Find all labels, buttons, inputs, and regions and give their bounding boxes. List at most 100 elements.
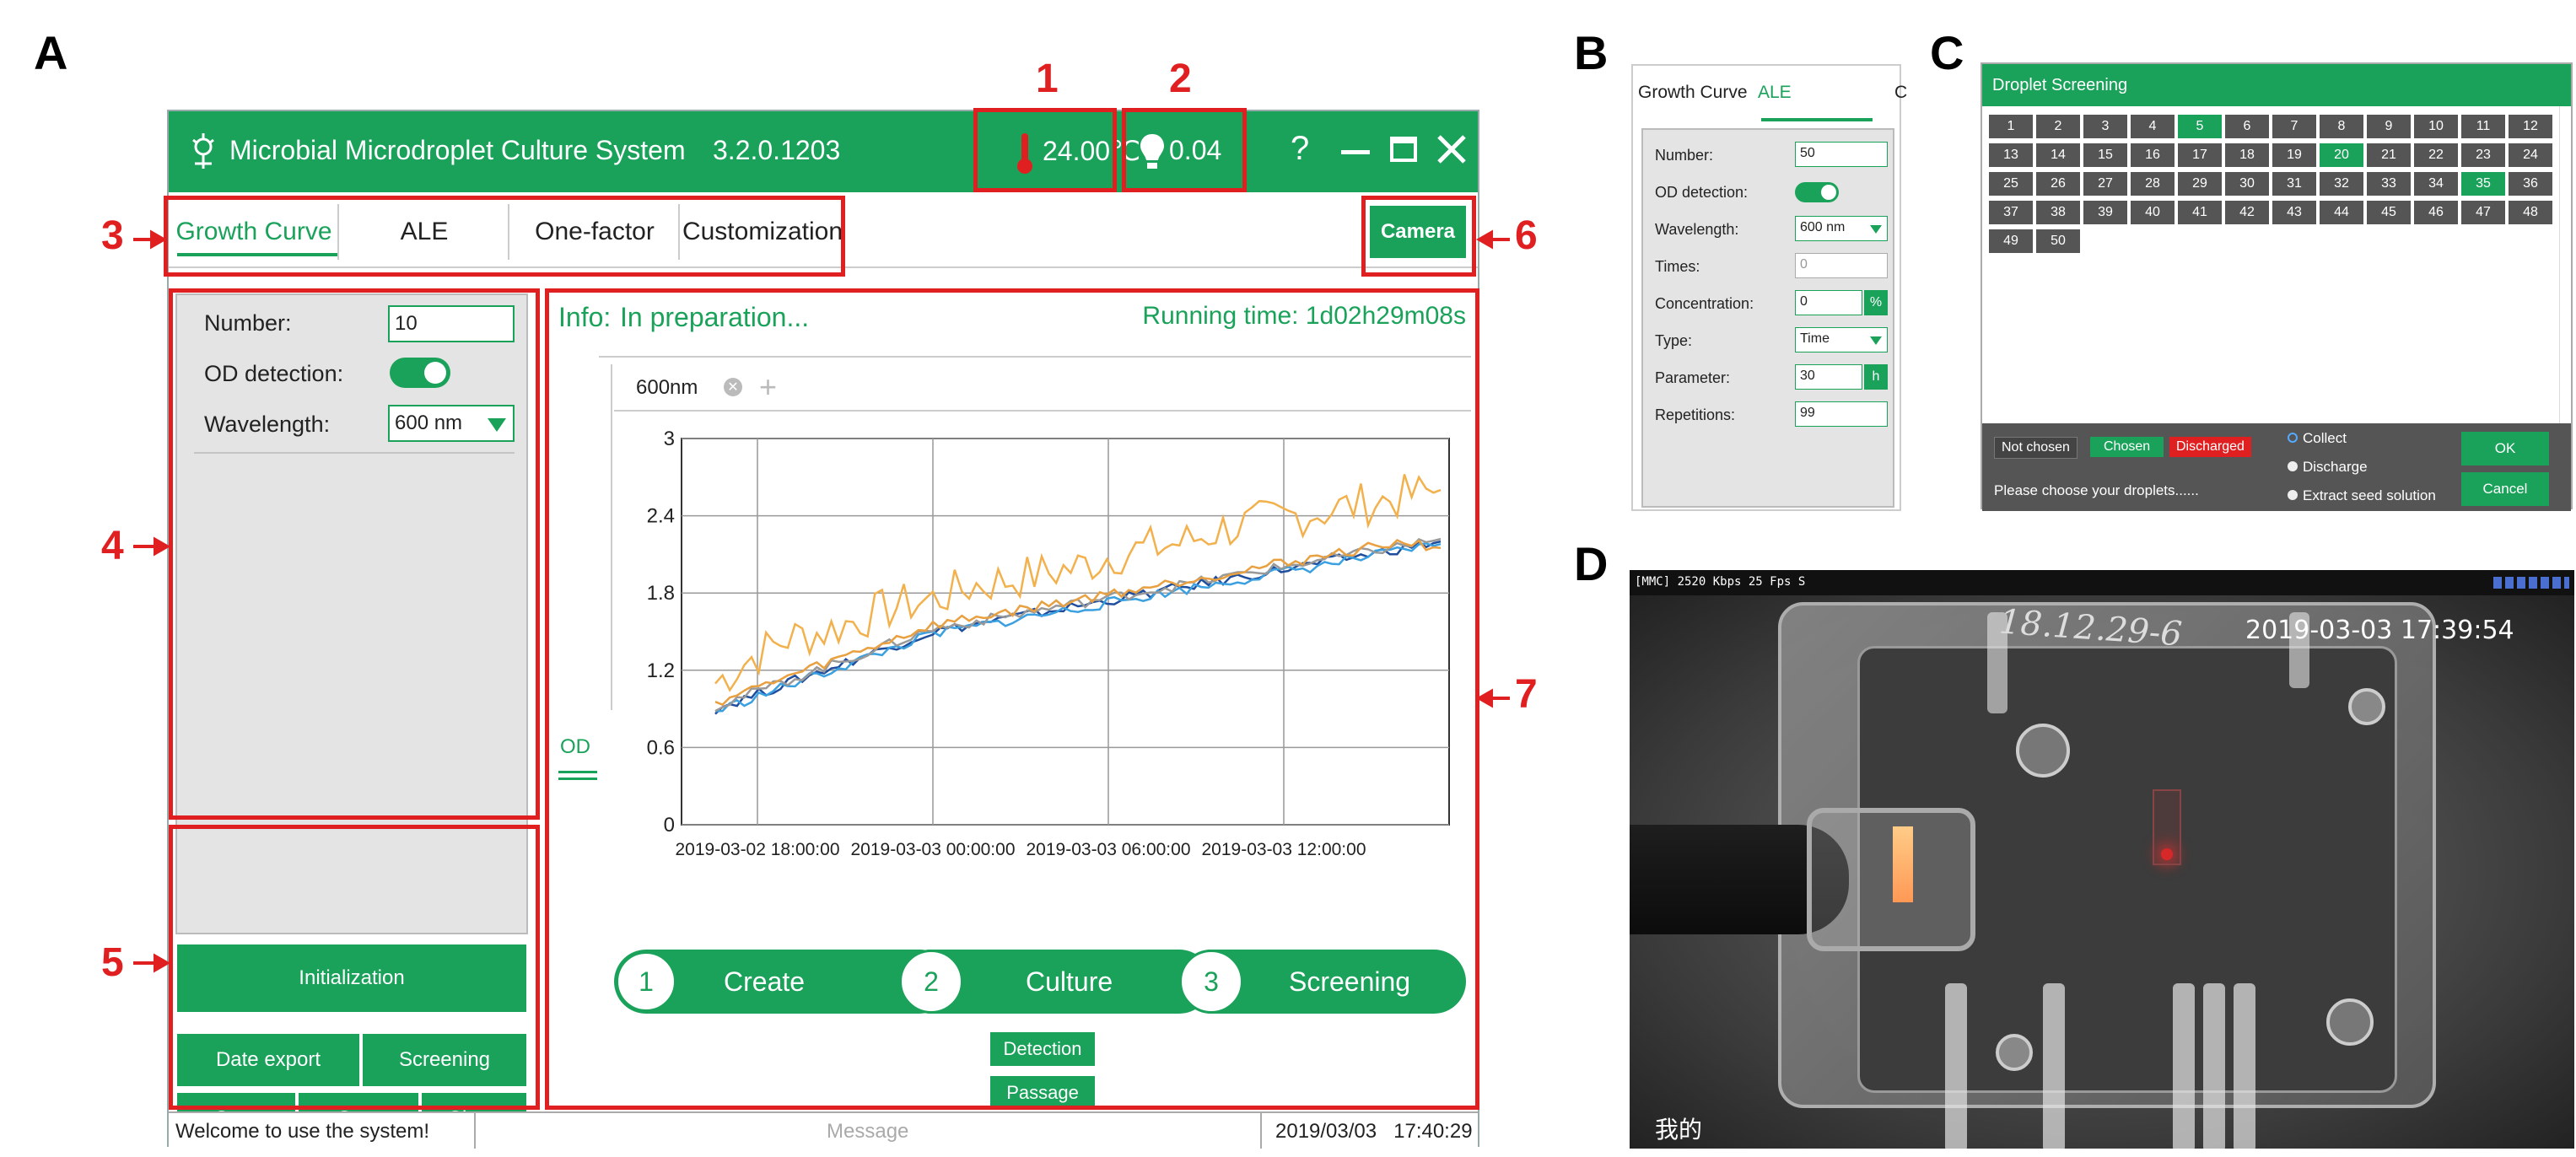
- droplet-cell[interactable]: 50: [2036, 229, 2080, 253]
- choose-prompt: Please choose your droplets......: [1994, 482, 2199, 498]
- passage-button[interactable]: Passage: [989, 1074, 1097, 1111]
- droplet-cell[interactable]: 25: [1989, 172, 2033, 196]
- droplet-cell[interactable]: 3: [2083, 115, 2127, 138]
- droplet-cell[interactable]: 47: [2461, 201, 2505, 224]
- number-input[interactable]: 10: [388, 305, 515, 342]
- droplet-cell[interactable]: 27: [2083, 172, 2127, 196]
- cancel-button[interactable]: Cancel: [2461, 472, 2549, 506]
- date-export-button[interactable]: Date export: [175, 1032, 361, 1088]
- droplet-cell[interactable]: 8: [2320, 115, 2363, 138]
- droplet-cell[interactable]: 16: [2131, 143, 2175, 167]
- wavelength-select[interactable]: 600 nm: [388, 405, 515, 442]
- b-tab-growth-curve[interactable]: Growth Curve: [1638, 83, 1748, 102]
- droplet-cell[interactable]: 36: [2509, 172, 2552, 196]
- droplet-cell[interactable]: 30: [2225, 172, 2269, 196]
- droplet-cell[interactable]: 6: [2225, 115, 2269, 138]
- droplet-cell[interactable]: 5: [2178, 115, 2222, 138]
- option-discharge[interactable]: Discharge: [2288, 459, 2368, 476]
- option-extract-seed[interactable]: Extract seed solution: [2288, 487, 2436, 504]
- droplet-cell[interactable]: 15: [2083, 143, 2127, 167]
- droplet-cell[interactable]: 12: [2509, 115, 2552, 138]
- droplet-cell[interactable]: 28: [2131, 172, 2175, 196]
- droplet-cell[interactable]: 26: [2036, 172, 2080, 196]
- close-icon[interactable]: [1436, 133, 1468, 165]
- initialization-button[interactable]: Initialization: [175, 943, 528, 1014]
- droplet-cell[interactable]: 9: [2367, 115, 2411, 138]
- b-param-field[interactable]: 0: [1795, 290, 1862, 315]
- droplet-cell[interactable]: 23: [2461, 143, 2505, 167]
- b-tab-ale[interactable]: ALE: [1758, 83, 1792, 102]
- b-param-field[interactable]: 99: [1795, 401, 1888, 427]
- droplet-cell[interactable]: 4: [2131, 115, 2175, 138]
- droplet-cell[interactable]: 34: [2414, 172, 2458, 196]
- scrollbar[interactable]: [2559, 106, 2571, 423]
- step-3-screening[interactable]: 3 Screening: [1179, 950, 1466, 1014]
- tab-customization[interactable]: Customization: [682, 218, 843, 245]
- droplet-cell[interactable]: 31: [2272, 172, 2316, 196]
- camera-button[interactable]: Camera: [1368, 204, 1468, 260]
- droplet-cell[interactable]: 32: [2320, 172, 2363, 196]
- droplet-cell[interactable]: 2: [2036, 115, 2080, 138]
- droplet-cell[interactable]: 48: [2509, 201, 2552, 224]
- droplet-cell[interactable]: 44: [2320, 201, 2363, 224]
- option-collect[interactable]: Collect: [2288, 430, 2347, 447]
- add-tab-icon[interactable]: +: [759, 369, 778, 404]
- droplet-cell[interactable]: 49: [1989, 229, 2033, 253]
- od-detection-toggle[interactable]: [390, 358, 450, 388]
- droplet-cell[interactable]: 20: [2320, 143, 2363, 167]
- tab-growth-curve[interactable]: Growth Curve: [170, 204, 339, 260]
- droplet-cell[interactable]: 40: [2131, 201, 2175, 224]
- droplet-cell[interactable]: 11: [2461, 115, 2505, 138]
- ok-button[interactable]: OK: [2461, 432, 2549, 465]
- panel-label-a: A: [34, 26, 68, 79]
- droplet-cell[interactable]: 19: [2272, 143, 2316, 167]
- droplet-cell[interactable]: 14: [2036, 143, 2080, 167]
- b-param-field[interactable]: 0: [1795, 253, 1888, 278]
- droplet-cell[interactable]: 37: [1989, 201, 2033, 224]
- annotation-box-7: [545, 288, 1479, 1110]
- droplet-cell[interactable]: 29: [2178, 172, 2222, 196]
- maximize-icon[interactable]: [1390, 137, 1417, 162]
- droplet-cell[interactable]: 18: [2225, 143, 2269, 167]
- droplet-cell[interactable]: 39: [2083, 201, 2127, 224]
- close-tab-icon[interactable]: ✕: [724, 378, 742, 396]
- tab-one-factor[interactable]: One-factor: [511, 204, 680, 260]
- step-1-create[interactable]: 1 Create: [614, 950, 951, 1014]
- help-button[interactable]: ?: [1291, 130, 1310, 167]
- b-tab-c[interactable]: C: [1894, 83, 1908, 102]
- droplet-cell[interactable]: 43: [2272, 201, 2316, 224]
- droplet-cell[interactable]: 42: [2225, 201, 2269, 224]
- droplet-cell[interactable]: 10: [2414, 115, 2458, 138]
- droplet-cell[interactable]: 17: [2178, 143, 2222, 167]
- droplet-cell[interactable]: 24: [2509, 143, 2552, 167]
- droplet-cell[interactable]: 46: [2414, 201, 2458, 224]
- screening-button[interactable]: Screening: [361, 1032, 528, 1088]
- annotation-box-3: [164, 196, 845, 277]
- camera-toolbar-icons[interactable]: [2493, 577, 2569, 589]
- b-param-field[interactable]: 600 nm: [1795, 216, 1888, 241]
- droplet-cell[interactable]: 33: [2367, 172, 2411, 196]
- droplet-cell[interactable]: 22: [2414, 143, 2458, 167]
- step-1-label: Create: [724, 966, 806, 997]
- detection-button[interactable]: Detection: [989, 1031, 1097, 1068]
- b-param-field[interactable]: Time: [1795, 327, 1888, 352]
- b-od-toggle[interactable]: [1795, 182, 1839, 202]
- droplet-cell[interactable]: 21: [2367, 143, 2411, 167]
- minimize-icon[interactable]: [1341, 150, 1370, 154]
- droplet-cell[interactable]: 38: [2036, 201, 2080, 224]
- droplet-cell[interactable]: 7: [2272, 115, 2316, 138]
- droplet-cell[interactable]: 35: [2461, 172, 2505, 196]
- annotation-box-6: [1361, 196, 1476, 277]
- droplet-cell[interactable]: 13: [1989, 143, 2033, 167]
- radio-icon: [2288, 490, 2298, 500]
- y-tick-label: 0: [664, 814, 675, 837]
- step-2-culture[interactable]: 2 Culture: [899, 950, 1211, 1014]
- b-param-field[interactable]: 30: [1795, 364, 1862, 390]
- droplet-cell[interactable]: 45: [2367, 201, 2411, 224]
- droplet-cell[interactable]: 1: [1989, 115, 2033, 138]
- droplet-cell[interactable]: 41: [2178, 201, 2222, 224]
- chart-tab-600nm[interactable]: 600nm: [636, 376, 698, 399]
- tab-ale[interactable]: ALE: [341, 204, 509, 260]
- plot-area: [681, 438, 1450, 826]
- b-param-field[interactable]: 50: [1795, 142, 1888, 167]
